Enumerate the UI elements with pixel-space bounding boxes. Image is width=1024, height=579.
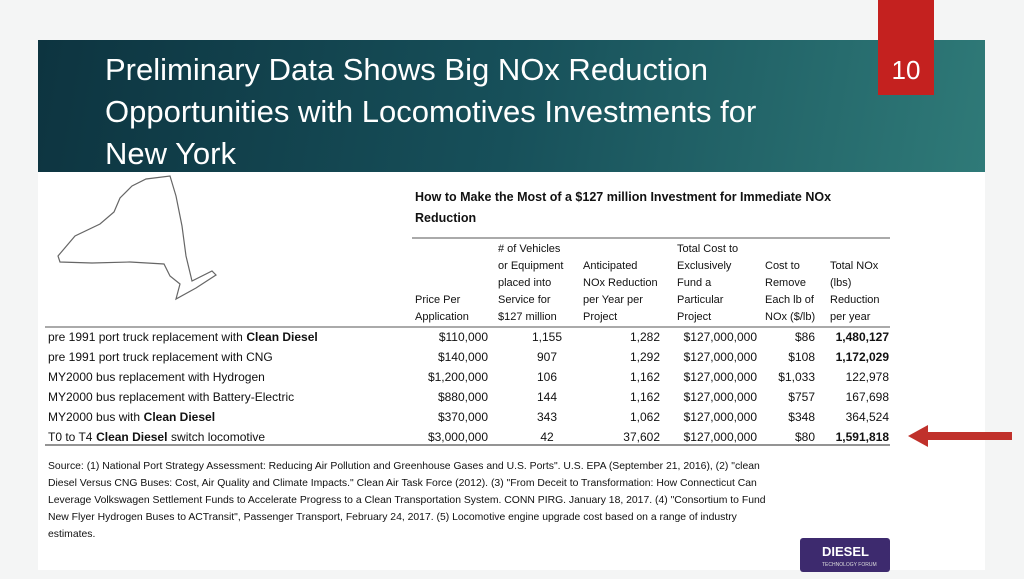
- cell: 364,524: [845, 410, 889, 424]
- slide-number: 10: [878, 0, 934, 95]
- column-header: Particular: [677, 294, 724, 306]
- label-part: pre 1991 port truck replacement with: [48, 330, 243, 344]
- column-header: Total NOx: [830, 260, 879, 272]
- column-header: Anticipated: [583, 260, 638, 272]
- cell: $140,000: [437, 350, 488, 364]
- label-part: MY2000 bus replacement with Battery-Elec…: [48, 390, 295, 404]
- column-header: Fund a: [677, 277, 712, 289]
- cell: $86: [794, 330, 815, 344]
- cell: $108: [788, 350, 815, 364]
- row-label: MY2000 bus replacement with Battery-Elec…: [48, 390, 294, 404]
- table-title: Reduction: [415, 211, 477, 225]
- label-part: Clean Diesel: [96, 430, 168, 444]
- column-header: Total Cost to: [677, 243, 739, 255]
- column-header: Each lb of: [765, 294, 814, 306]
- column-header: Reduction: [830, 294, 880, 306]
- cell: 1,480,127: [835, 330, 889, 344]
- cell: 106: [536, 370, 558, 384]
- cell: $1,033: [778, 370, 815, 384]
- cell: 144: [536, 390, 558, 404]
- source-line: New Flyer Hydrogen Buses to ACTransit", …: [48, 512, 737, 523]
- cell: 1,062: [629, 410, 660, 424]
- row-label: pre 1991 port truck replacement with Clea…: [48, 330, 318, 344]
- column-header: Price Per: [415, 294, 461, 306]
- column-header: Service for: [498, 294, 551, 306]
- cell: $1,200,000: [427, 370, 488, 384]
- row-label: MY2000 bus replacement with Hydrogen: [48, 370, 265, 384]
- arrow-head: [908, 425, 928, 447]
- cell: 167,698: [845, 390, 889, 404]
- cell: 1,172,029: [835, 350, 889, 364]
- logo-box: [800, 538, 890, 572]
- label-part: pre 1991 port truck replacement with CNG: [48, 350, 273, 364]
- cell: 42: [540, 430, 554, 444]
- source-line: Source: (1) National Port Strategy Asses…: [48, 461, 760, 472]
- label-part: Clean Diesel: [246, 330, 318, 344]
- cell: 1,155: [531, 330, 563, 344]
- new-york-map: [57, 175, 217, 301]
- row-label: MY2000 bus with Clean Diesel: [48, 410, 215, 424]
- cell: $370,000: [437, 410, 488, 424]
- cell: 907: [536, 350, 558, 364]
- column-header: Application: [415, 311, 469, 323]
- cell: 37,602: [623, 430, 660, 444]
- source-line: estimates.: [48, 529, 96, 540]
- source-line: Leverage Volkswagen Settlement Funds to …: [48, 495, 766, 506]
- column-header: Project: [583, 311, 618, 323]
- logo-tagline: TECHNOLOGY FORUM: [822, 562, 877, 568]
- title-band: [38, 40, 985, 172]
- cell: $880,000: [437, 390, 488, 404]
- cell: 1,162: [629, 390, 660, 404]
- column-header: NOx Reduction: [583, 277, 658, 289]
- column-header: per Year per: [583, 294, 643, 306]
- cell: $127,000,000: [683, 390, 757, 404]
- arrow: [908, 425, 1012, 447]
- label-part: Clean Diesel: [143, 410, 216, 424]
- cell: $757: [788, 390, 815, 404]
- cell: $348: [788, 410, 815, 424]
- label-part: switch locomotive: [171, 430, 266, 444]
- cell: 1,282: [629, 330, 660, 344]
- cell: $127,000,000: [683, 370, 757, 384]
- cell: $80: [794, 430, 815, 444]
- column-header: Cost to: [765, 260, 800, 272]
- column-header: $127 million: [498, 311, 557, 323]
- row-label: pre 1991 port truck replacement with CNG: [48, 350, 273, 364]
- cell: 1,162: [629, 370, 660, 384]
- cell: 1,292: [629, 350, 660, 364]
- label-part: MY2000 bus replacement with Hydrogen: [48, 370, 265, 384]
- column-header: Remove: [765, 277, 806, 289]
- column-header: Project: [677, 311, 712, 323]
- cell: $127,000,000: [683, 330, 757, 344]
- title-line: Preliminary Data Shows Big NOx Reduction: [105, 52, 709, 87]
- column-header: or Equipment: [498, 260, 564, 272]
- cell: $110,000: [438, 330, 488, 344]
- column-header: Exclusively: [677, 260, 732, 272]
- column-header: (lbs): [830, 277, 852, 289]
- column-header: NOx ($/lb): [765, 311, 816, 323]
- cell: $127,000,000: [683, 410, 757, 424]
- column-header: per year: [830, 311, 871, 323]
- arrow-shaft: [926, 432, 1012, 440]
- label-part: T0 to T4: [48, 430, 93, 444]
- logo-name: DIESEL: [822, 544, 869, 559]
- row-label: T0 to T4 Clean Diesel switch locomotive: [48, 430, 265, 444]
- cell: $127,000,000: [683, 430, 757, 444]
- column-header: placed into: [498, 277, 552, 289]
- table-title: How to Make the Most of a $127 million I…: [415, 190, 832, 204]
- title-line: Opportunities with Locomotives Investmen…: [105, 94, 757, 129]
- label-part: MY2000 bus with: [48, 410, 141, 424]
- cell: 122,978: [845, 370, 889, 384]
- cell: 1,591,818: [835, 430, 889, 444]
- title-line: New York: [105, 136, 236, 171]
- cell: 343: [536, 410, 558, 424]
- column-header: # of Vehicles: [498, 243, 561, 255]
- source-line: Diesel Versus CNG Buses: Cost, Air Quali…: [48, 478, 757, 489]
- cell: $3,000,000: [427, 430, 488, 444]
- cell: $127,000,000: [683, 350, 757, 364]
